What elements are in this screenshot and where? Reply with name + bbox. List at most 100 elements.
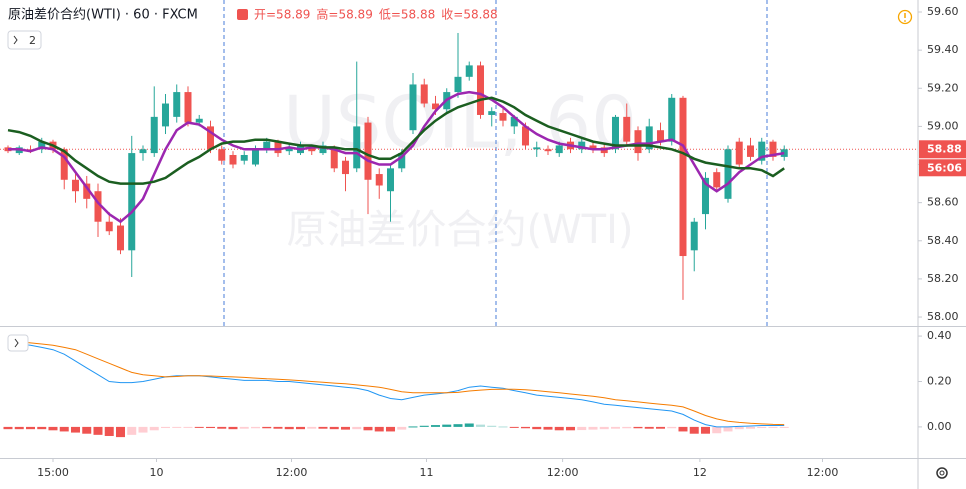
histogram-bar — [565, 426, 575, 431]
candle-body — [555, 145, 563, 154]
x-tick-label: 15:00 — [37, 466, 69, 479]
candle-body — [746, 145, 754, 157]
histogram-bar — [82, 426, 92, 434]
histogram-bar — [723, 426, 733, 432]
legend-flag[interactable] — [237, 9, 248, 20]
y-tick-label: 0.20 — [927, 374, 952, 387]
ohlc-value: 低=58.88 — [379, 8, 435, 22]
candle-body — [679, 97, 687, 257]
histogram-bar — [543, 426, 553, 430]
histogram-bar — [205, 426, 215, 429]
candle-body — [578, 141, 586, 150]
y-tick-label: 59.60 — [927, 5, 959, 18]
y-tick-label: 59.40 — [927, 43, 959, 56]
candle-body — [251, 149, 259, 165]
histogram-bar — [273, 426, 283, 429]
indicator-toggle[interactable] — [7, 30, 42, 50]
warning-icon[interactable] — [897, 9, 913, 25]
histogram-bar — [509, 426, 519, 428]
histogram-bar — [757, 426, 767, 429]
histogram-bar — [48, 426, 58, 431]
candle-body — [656, 130, 664, 142]
settings-icon[interactable] — [936, 467, 948, 479]
histogram-bar — [138, 426, 148, 433]
y-tick-label: 0.40 — [927, 329, 952, 342]
histogram-bar — [700, 426, 710, 434]
histogram-bar — [194, 426, 204, 428]
histogram-bar — [307, 426, 317, 429]
histogram-bar — [667, 426, 677, 429]
histogram-bar — [442, 424, 452, 427]
y-tick-label: 59.20 — [927, 81, 959, 94]
candle-body — [139, 149, 147, 154]
ohlc-legend: 开=58.89 高=58.89 低=58.88 收=58.88 — [254, 7, 498, 22]
y-tick-label: 59.00 — [927, 119, 959, 132]
session-breaks — [223, 0, 768, 326]
candle-body — [510, 116, 518, 127]
candle-body — [386, 168, 394, 192]
candle-body — [229, 154, 237, 165]
histogram-bar — [250, 426, 260, 429]
histogram-bar — [520, 426, 530, 429]
price-pane — [0, 32, 918, 300]
histogram-bar — [475, 424, 485, 427]
histogram-bar — [655, 426, 665, 429]
candle-body — [521, 126, 529, 146]
histogram-bar — [3, 426, 13, 430]
candle-body — [274, 141, 282, 154]
histogram-bar — [622, 426, 632, 429]
x-tick-label: 12:00 — [807, 466, 839, 479]
histogram-bar — [397, 426, 407, 430]
last-price-box — [919, 140, 966, 159]
candle-body — [488, 111, 496, 115]
y-tick-label: 58.00 — [927, 310, 959, 323]
histogram-bar — [172, 426, 182, 428]
histogram-bar — [487, 425, 497, 427]
candle-body — [195, 118, 203, 123]
warning-dot — [904, 20, 906, 22]
histogram-bar — [644, 426, 654, 429]
candle-body — [206, 126, 214, 150]
candle-body — [184, 92, 192, 123]
histogram-bar — [14, 426, 24, 430]
x-tick-label: 12:00 — [547, 466, 579, 479]
histogram-bar — [588, 426, 598, 430]
candle-body — [285, 147, 293, 152]
histogram-bar — [262, 426, 272, 429]
candle-body — [668, 97, 676, 142]
candle-body — [353, 126, 361, 169]
candle-body — [60, 149, 68, 180]
candle-body — [645, 126, 653, 150]
candle-body — [409, 84, 417, 131]
histogram-bar — [127, 426, 137, 435]
candle-body — [161, 103, 169, 127]
candle-body — [769, 141, 777, 157]
histogram-bar — [745, 426, 755, 429]
candle-body — [544, 149, 552, 152]
candle-body — [38, 141, 46, 150]
histogram-bar — [678, 426, 688, 432]
x-tick-label: 12:00 — [276, 466, 308, 479]
candle-body — [701, 177, 709, 215]
chart-title: 原油差价合约(WTI) · 60 · FXCM — [8, 8, 198, 23]
candle-body — [780, 149, 788, 157]
histogram-bar — [93, 426, 103, 435]
histogram-bar — [532, 426, 542, 430]
histogram-bar — [385, 426, 395, 432]
indicator-count: 2 — [29, 34, 36, 47]
watermark-name: 原油差价合约(WTI) — [287, 207, 634, 253]
histogram-bar — [554, 426, 564, 431]
histogram-bar — [734, 426, 744, 430]
histogram-bar — [363, 426, 373, 431]
histogram-bar — [633, 426, 643, 429]
candle-body — [364, 122, 372, 180]
candle-body — [499, 113, 507, 121]
candle-body — [83, 183, 91, 199]
gear — [936, 467, 948, 479]
histogram-bar — [70, 426, 80, 433]
candle-body — [308, 147, 316, 152]
histogram-bar — [430, 425, 440, 427]
histogram-bar — [284, 426, 294, 430]
candle-body — [758, 141, 766, 161]
